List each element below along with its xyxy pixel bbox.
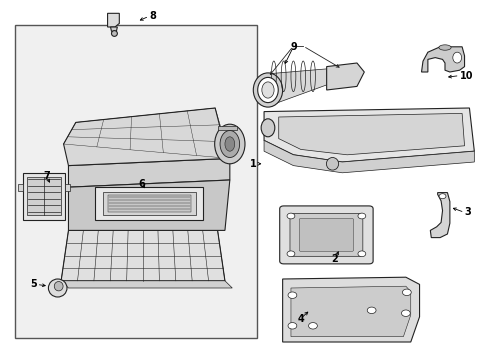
Polygon shape xyxy=(282,277,419,342)
Text: 5: 5 xyxy=(30,279,37,289)
Text: 7: 7 xyxy=(43,171,50,181)
FancyBboxPatch shape xyxy=(299,219,353,251)
Text: 10: 10 xyxy=(459,71,472,81)
Polygon shape xyxy=(107,13,119,27)
Ellipse shape xyxy=(257,77,278,103)
Circle shape xyxy=(286,251,294,257)
Circle shape xyxy=(286,213,294,219)
Ellipse shape xyxy=(224,137,234,151)
Circle shape xyxy=(366,307,375,314)
Ellipse shape xyxy=(220,131,239,158)
Polygon shape xyxy=(267,68,332,106)
Text: 9: 9 xyxy=(289,42,296,52)
Text: 6: 6 xyxy=(138,179,145,189)
Ellipse shape xyxy=(111,31,117,36)
FancyBboxPatch shape xyxy=(279,206,372,264)
Text: 4: 4 xyxy=(297,314,304,324)
Ellipse shape xyxy=(438,45,450,50)
Polygon shape xyxy=(23,173,65,220)
Polygon shape xyxy=(27,177,61,215)
Text: 1: 1 xyxy=(249,159,256,169)
Text: 3: 3 xyxy=(464,207,470,217)
Ellipse shape xyxy=(261,119,274,137)
Ellipse shape xyxy=(326,158,338,170)
Polygon shape xyxy=(264,140,473,173)
Ellipse shape xyxy=(262,82,273,98)
Polygon shape xyxy=(61,281,232,288)
Bar xyxy=(18,184,23,191)
Circle shape xyxy=(402,289,410,296)
Text: 2: 2 xyxy=(331,254,338,264)
PathPatch shape xyxy=(421,47,464,72)
Polygon shape xyxy=(326,63,364,90)
Circle shape xyxy=(357,251,365,257)
Polygon shape xyxy=(68,180,229,230)
Ellipse shape xyxy=(48,279,67,297)
Polygon shape xyxy=(68,158,229,187)
Circle shape xyxy=(357,213,365,219)
Polygon shape xyxy=(107,195,190,212)
Text: 8: 8 xyxy=(149,11,156,21)
Ellipse shape xyxy=(214,124,244,164)
Circle shape xyxy=(287,323,296,329)
Polygon shape xyxy=(95,187,203,220)
Polygon shape xyxy=(102,192,195,215)
Polygon shape xyxy=(63,108,229,166)
Polygon shape xyxy=(110,27,117,31)
Polygon shape xyxy=(278,113,464,155)
Circle shape xyxy=(308,323,317,329)
Bar xyxy=(15,25,256,338)
Polygon shape xyxy=(429,193,449,238)
Circle shape xyxy=(438,194,445,199)
Circle shape xyxy=(287,292,296,298)
Bar xyxy=(217,126,237,130)
Polygon shape xyxy=(61,230,224,281)
Ellipse shape xyxy=(253,73,282,107)
Ellipse shape xyxy=(54,282,63,291)
Bar xyxy=(65,184,70,191)
Ellipse shape xyxy=(452,52,461,63)
FancyBboxPatch shape xyxy=(289,213,362,256)
Circle shape xyxy=(401,310,409,316)
Polygon shape xyxy=(264,108,473,162)
Polygon shape xyxy=(290,286,410,337)
